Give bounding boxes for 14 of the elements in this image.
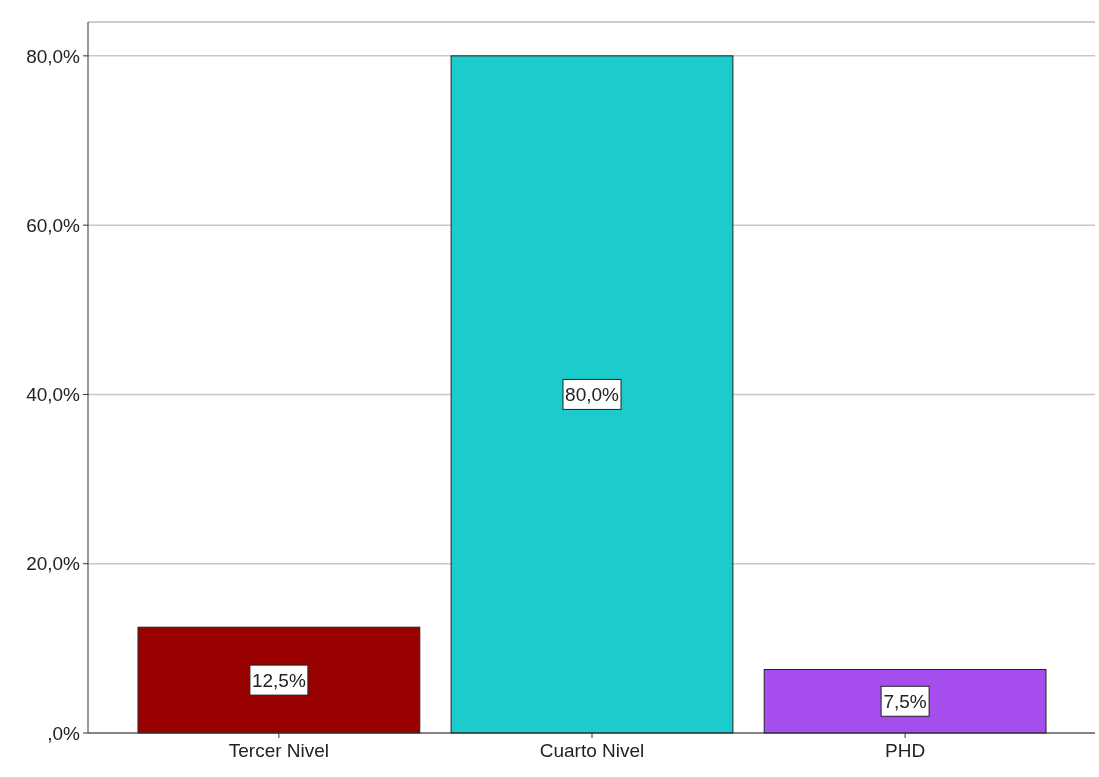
y-tick-label: 40,0% bbox=[26, 384, 81, 406]
y-tick-label: ,0% bbox=[47, 722, 81, 744]
x-tick-label: PHD bbox=[885, 740, 926, 761]
bar bbox=[137, 626, 421, 734]
y-tick-label: 20,0% bbox=[26, 553, 81, 575]
data-label: 12,5% bbox=[251, 669, 306, 691]
y-tick-label: 80,0% bbox=[26, 45, 81, 67]
x-tick-label: Tercer Nivel bbox=[228, 740, 330, 761]
y-tick-label: 60,0% bbox=[26, 214, 81, 236]
bar bbox=[763, 669, 1047, 734]
x-tick-label: Cuarto Nivel bbox=[539, 740, 645, 761]
data-label: 7,5% bbox=[883, 690, 927, 712]
data-label: 80,0% bbox=[565, 384, 620, 406]
bar bbox=[450, 55, 734, 734]
